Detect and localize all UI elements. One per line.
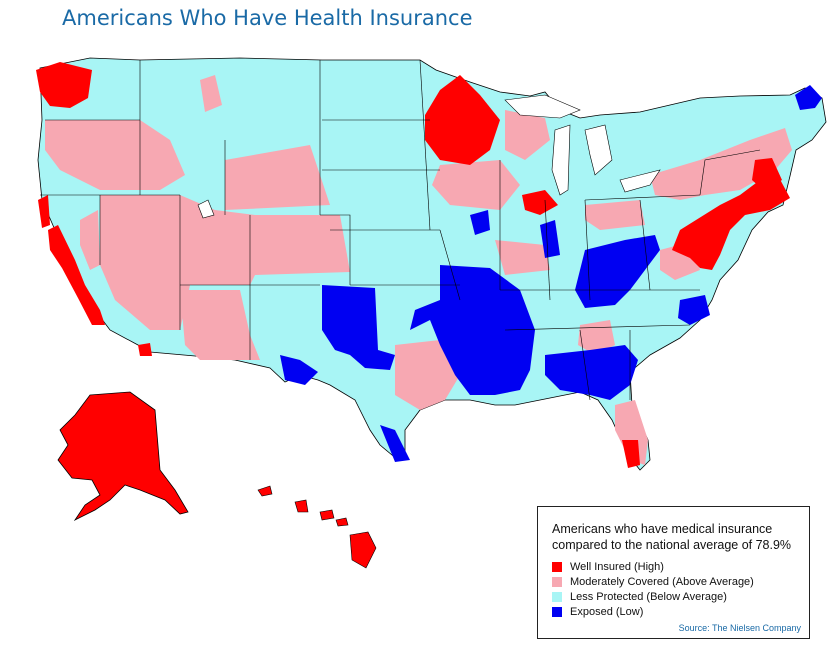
legend-label-high: Well Insured (High) [570,561,664,573]
state-borders [40,59,761,401]
region-florida-south [622,440,640,468]
region-california-inland [80,210,100,270]
legend-item-high: Well Insured (High) [552,561,664,573]
legend: Americans who have medical insurance com… [537,506,810,639]
region-ohio-indiana [585,200,645,230]
lake-huron [584,124,613,176]
region-arkansas-louisiana [410,265,535,395]
lake-superior [504,94,581,119]
alaska [57,391,189,522]
map-title: Americans Who Have Health Insurance [62,6,473,30]
high-regions [36,62,790,468]
region-texas [395,340,460,410]
region-alabama-georgia [545,345,638,400]
legend-swatch-above [552,577,562,587]
legend-heading: Americans who have medical insurance com… [552,521,791,553]
region-carolina [678,295,710,325]
region-oregon-idaho [45,120,185,190]
region-northeast [650,128,792,200]
region-missouri-spot [470,210,490,235]
region-new-england-midatlantic [672,170,790,270]
legend-swatch-low [552,607,562,617]
region-arizona-corner [138,343,152,356]
region-maine [795,85,822,110]
region-nevada-utah [100,195,350,330]
region-kentucky-missouri [495,240,550,275]
region-california-bay [48,225,105,325]
region-montana-spot [200,75,222,112]
legend-swatch-below [552,592,562,602]
legend-label-below: Less Protected (Below Average) [570,591,727,603]
region-michigan-wisconsin [505,110,550,160]
region-massachusetts [752,158,782,192]
region-florida [615,400,648,465]
legend-item-above: Moderately Covered (Above Average) [552,576,754,588]
great-lakes [197,94,661,219]
great-salt-lake [197,199,215,219]
legend-label-above: Moderately Covered (Above Average) [570,576,754,588]
region-oklahoma-texas [322,285,395,370]
region-washington-puget [36,62,92,108]
region-iowa-wisconsin [432,160,520,210]
legend-heading-line1: Americans who have medical insurance [552,522,773,536]
hawaii [257,485,377,569]
region-texas-south [380,425,410,462]
region-illinois-north [522,190,558,215]
region-illinois-spot [540,220,560,258]
source-credit: Source: The Nielsen Company [678,623,801,633]
legend-item-below: Less Protected (Below Average) [552,591,727,603]
above-average-regions [45,75,792,465]
region-texas-west [280,355,318,385]
legend-item-low: Exposed (Low) [552,606,643,618]
legend-label-low: Exposed (Low) [570,606,644,618]
region-california-north [38,195,50,228]
legend-swatch-high [552,562,562,572]
region-minnesota [425,75,500,165]
region-wyoming [225,145,330,210]
lake-michigan [551,124,571,196]
region-georgia [578,320,615,355]
lake-erie [619,169,661,193]
region-arizona [180,290,260,360]
legend-heading-line2: compared to the national average of 78.9… [552,538,792,552]
